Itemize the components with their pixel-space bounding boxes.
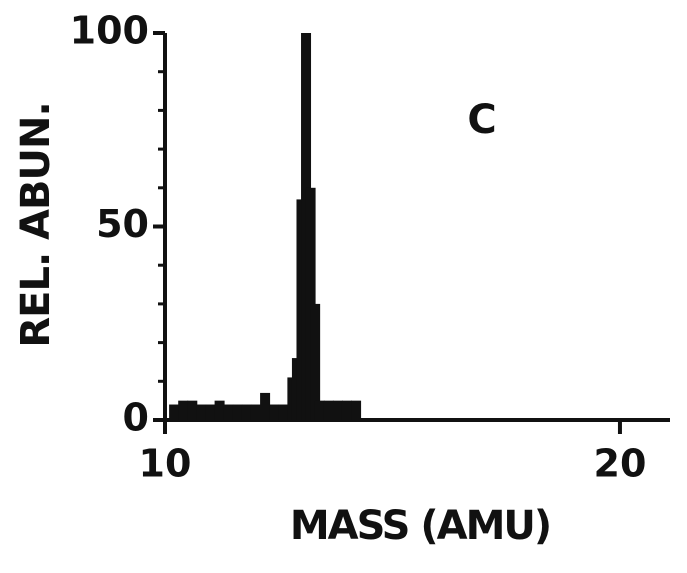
- x-tick-label: 10: [139, 442, 192, 486]
- bar: [178, 400, 189, 420]
- bar: [187, 400, 198, 420]
- bar: [323, 400, 334, 420]
- bar: [205, 404, 216, 420]
- bar: [278, 404, 289, 420]
- bar: [214, 400, 225, 420]
- bar: [250, 404, 261, 420]
- bar: [223, 404, 234, 420]
- bar: [314, 400, 325, 420]
- x-axis-label: MASS (AMU): [290, 503, 550, 549]
- bar: [260, 392, 271, 420]
- y-tick-label: 50: [96, 202, 149, 246]
- bar: [241, 404, 252, 420]
- y-axis-label: REL. ABUN.: [13, 102, 59, 347]
- bar: [269, 404, 280, 420]
- y-tick-label: 0: [123, 396, 149, 440]
- bar: [196, 404, 207, 420]
- x-tick-label: 20: [594, 442, 647, 486]
- annotation: C: [467, 97, 496, 143]
- y-tick-label: 100: [70, 9, 149, 53]
- bar: [351, 400, 362, 420]
- bar: [341, 400, 352, 420]
- bar: [169, 404, 180, 420]
- bar: [232, 404, 243, 420]
- bar: [332, 400, 343, 420]
- bar: [310, 303, 321, 420]
